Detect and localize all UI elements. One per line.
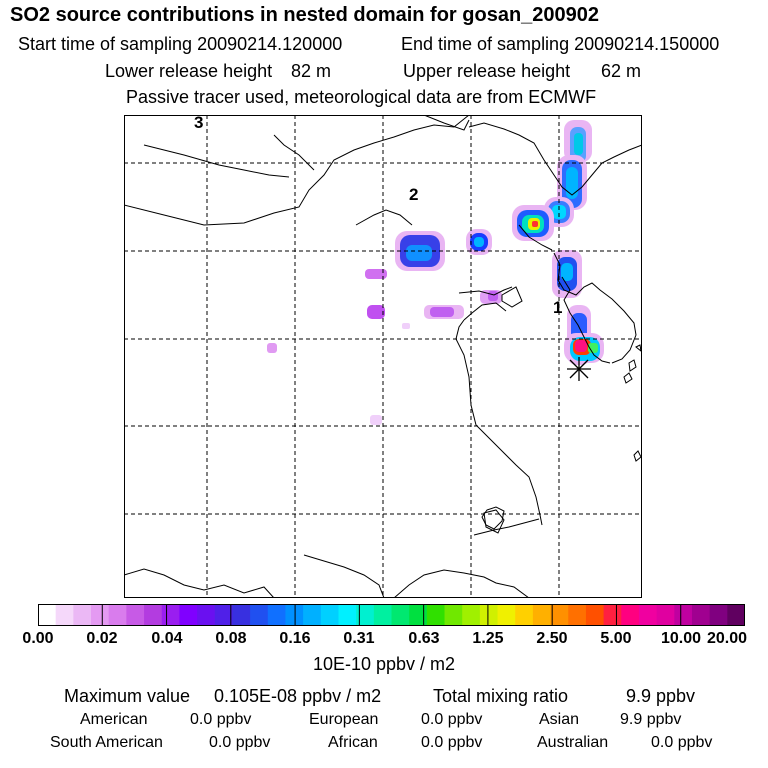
colorbar-tick: 0.04 [151,630,183,647]
colorbar-swatch [532,604,552,626]
colorbar-tick: 1.25 [472,630,504,647]
colorbar-swatch [479,604,499,626]
region-name: European [309,711,379,728]
total-mixing-value: 9.9 ppbv [626,686,696,706]
colorbar-swatch [197,604,216,626]
colorbar-swatch [108,604,127,626]
colorbar-swatch [55,604,74,626]
region-value: 0.0 ppbv [190,711,252,728]
region-name: South American [50,734,163,751]
total-mixing-label: Total mixing ratio [433,686,569,706]
colorbar-swatch [691,604,711,626]
map-frame [124,115,642,598]
region-value: 0.0 ppbv [209,734,271,751]
colorbar-tick: 20.00 [706,630,748,647]
colorbar [37,604,746,626]
colorbar-swatch [568,604,587,626]
region-value: 9.9 ppbv [620,711,682,728]
plume-beijing [466,229,492,255]
region-value: 0.0 ppbv [421,734,483,751]
colorbar-tick: 0.08 [215,630,247,647]
colorbar-swatch [462,604,481,626]
colorbar-tick: 0.16 [279,630,311,647]
colorbar-tick: 0.63 [408,630,440,647]
colorbar-swatch [250,604,269,626]
colorbar-swatch [356,604,375,626]
marker-1: 1 [553,298,562,317]
colorbar-swatch [285,604,304,626]
colorbar-swatch [214,604,233,626]
colorbar-tick: 5.00 [600,630,632,647]
region-name: American [80,711,148,728]
colorbar-tick: 2.50 [536,630,568,647]
colorbar-swatch [73,604,92,626]
colorbar-swatch [656,604,675,626]
colorbar-swatch [320,604,339,626]
colorbar-swatch [426,604,446,626]
colorbar-swatch [603,604,622,626]
colorbar-swatch [621,604,640,626]
colorbar-swatch [674,604,693,626]
plume-faint-patches [267,269,502,425]
page-title: SO2 source contributions in nested domai… [10,4,600,26]
region-value: 0.0 ppbv [421,711,483,728]
lower-release-label: Lower release height [105,61,273,81]
start-time-label: Start time of sampling 20090214.120000 [18,34,343,54]
colorbar-swatch [638,604,658,626]
colorbar-swatch [161,604,180,626]
colorbar-swatch [91,604,110,626]
colorbar-tick: 10.00 [660,630,702,647]
colorbar-swatch [409,604,428,626]
colorbar-swatch [126,604,145,626]
end-time-label: End time of sampling 20090214.150000 [401,34,720,54]
max-value-label: Maximum value [64,686,191,706]
upper-release-value: 62 m [601,61,642,81]
colorbar-swatch [38,604,57,626]
plume-liaoning-hotspot [512,205,554,241]
colorbar-swatch [550,604,569,626]
colorbar-swatch [267,604,286,626]
colorbar-swatch [232,604,251,626]
region-name: Australian [537,734,609,751]
colorbar-swatch [497,604,516,626]
coastlines [124,115,642,598]
region-value: 0.0 ppbv [651,734,713,751]
colorbar-swatch [515,604,534,626]
colorbar-swatch [709,604,728,626]
colorbar-swatch [179,604,198,626]
region-name: Asian [539,711,580,728]
receptor-asterisk-icon [567,357,591,381]
colorbar-swatches [37,604,746,626]
upper-release-label: Upper release height [403,61,571,81]
colorbar-tick: 0.31 [343,630,375,647]
colorbar-units: 10E-10 ppbv / m2 [312,654,456,674]
marker-3: 3 [194,115,203,132]
marker-2: 2 [409,185,418,204]
colorbar-swatch [338,604,357,626]
colorbar-swatch [144,604,163,626]
grid-lines [124,115,642,598]
plume-layer [267,120,604,425]
colorbar-swatch [444,604,463,626]
colorbar-swatch [373,604,392,626]
region-name: African [328,734,378,751]
colorbar-swatch [303,604,322,626]
max-value: 0.105E-08 ppbv / m2 [214,686,382,706]
colorbar-swatch [727,604,746,626]
concentration-map: 3 2 1 [124,115,642,598]
lower-release-value: 82 m [291,61,332,81]
colorbar-tick: 0.02 [86,630,118,647]
colorbar-tick: 0.00 [22,630,54,647]
colorbar-swatch [585,604,605,626]
tracer-note: Passive tracer used, meteorological data… [126,87,597,107]
colorbar-swatch [391,604,410,626]
colorbar-frame [38,604,745,626]
